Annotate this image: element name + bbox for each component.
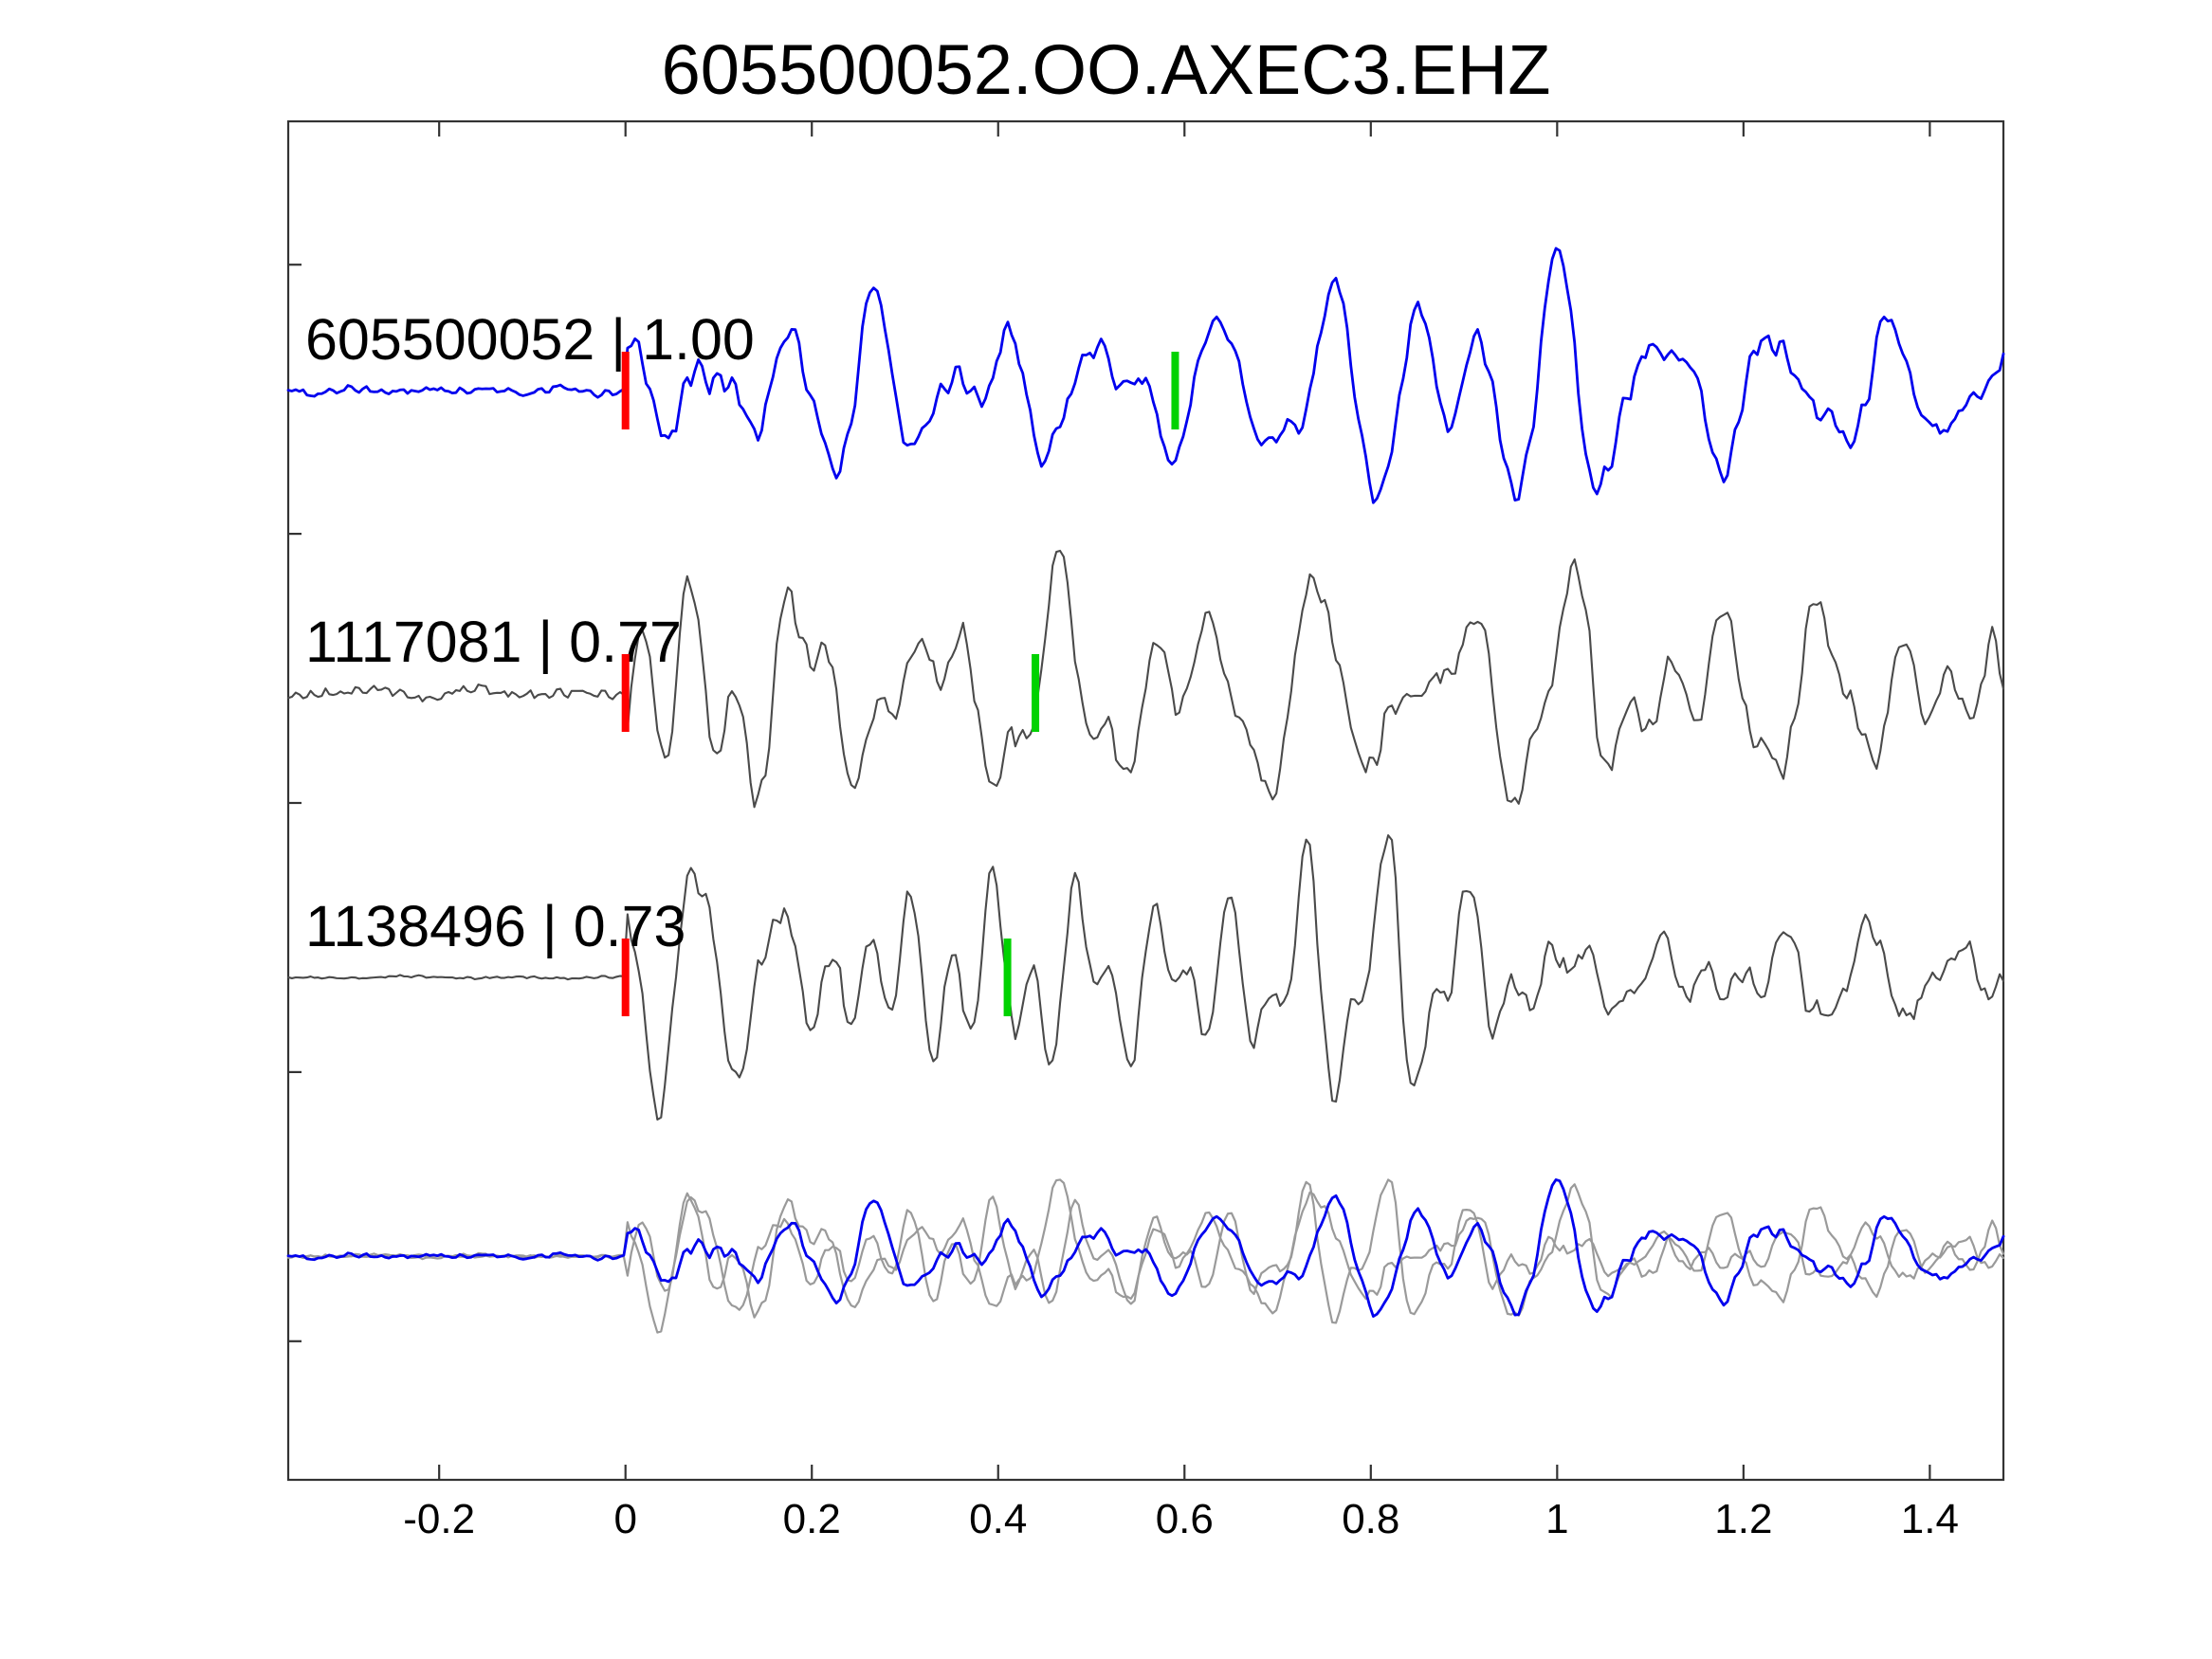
svg-text:0.2: 0.2 [783, 1496, 841, 1542]
svg-text:605500052 | 1.00: 605500052 | 1.00 [305, 307, 755, 372]
svg-text:1: 1 [1545, 1496, 1568, 1542]
svg-text:0.6: 0.6 [1156, 1496, 1214, 1542]
svg-text:-0.2: -0.2 [403, 1496, 475, 1542]
svg-text:1.4: 1.4 [1901, 1496, 1959, 1542]
svg-text:0.4: 0.4 [969, 1496, 1027, 1542]
svg-text:0.8: 0.8 [1342, 1496, 1399, 1542]
svg-text:0: 0 [613, 1496, 636, 1542]
svg-text:1.2: 1.2 [1714, 1496, 1772, 1542]
